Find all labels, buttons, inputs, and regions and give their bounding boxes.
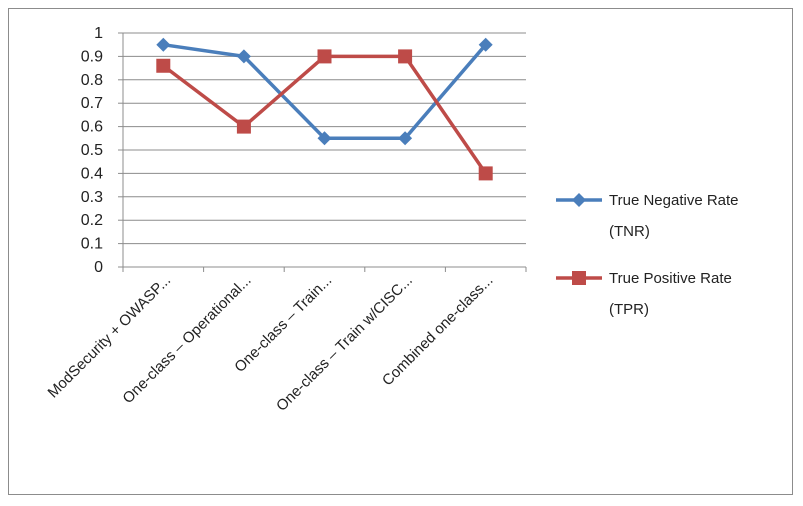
series-tnr xyxy=(156,37,493,146)
data-point xyxy=(156,37,171,52)
data-point xyxy=(478,37,493,52)
y-tick-label: 1 xyxy=(94,25,103,42)
y-tick-label: 0.2 xyxy=(81,212,103,229)
legend-label: (TNR) xyxy=(609,223,650,240)
y-tick-label: 0.3 xyxy=(81,189,103,206)
y-tick-label: 0.7 xyxy=(81,95,103,112)
y-tick-label: 0.9 xyxy=(81,48,103,65)
data-point xyxy=(398,49,413,64)
y-tick-label: 0.1 xyxy=(81,236,103,253)
x-tick-label: One-class – Operational... xyxy=(119,272,254,407)
y-tick-label: 0.8 xyxy=(81,72,103,89)
y-tick-label: 0.5 xyxy=(81,142,103,159)
legend-entry: True Positive Rate (TPR) xyxy=(556,270,732,318)
series-group xyxy=(156,37,493,181)
series-line xyxy=(162,54,488,175)
legend-entry: True Negative Rate (TNR) xyxy=(556,192,739,240)
legend-label: True Positive Rate xyxy=(609,270,732,287)
series-tpr xyxy=(156,49,493,181)
x-tick-label: One-class – Train w/CISC... xyxy=(273,272,416,415)
legend-marker xyxy=(572,193,586,207)
data-point xyxy=(317,49,332,64)
legend-label: True Negative Rate xyxy=(609,192,739,209)
y-axis-ticks: 0 0.1 0.2 0.3 0.4 0.5 0.6 0.7 0.8 0.9 1 xyxy=(81,25,123,276)
data-point xyxy=(478,166,493,181)
y-tick-label: 0.4 xyxy=(81,165,103,182)
data-point xyxy=(236,119,251,134)
x-axis-ticks: ModSecurity + OWASP...One-class – Operat… xyxy=(45,267,527,415)
chart-frame xyxy=(8,8,793,495)
y-tick-label: 0.6 xyxy=(81,119,103,136)
y-tick-label: 0 xyxy=(94,259,103,276)
legend: True Negative Rate (TNR) True Positive Rat… xyxy=(556,192,739,318)
data-point xyxy=(398,131,413,146)
legend-marker xyxy=(572,271,586,285)
data-point xyxy=(156,58,171,73)
data-point xyxy=(317,131,332,146)
legend-label: (TPR) xyxy=(609,301,649,318)
data-point xyxy=(236,49,251,64)
